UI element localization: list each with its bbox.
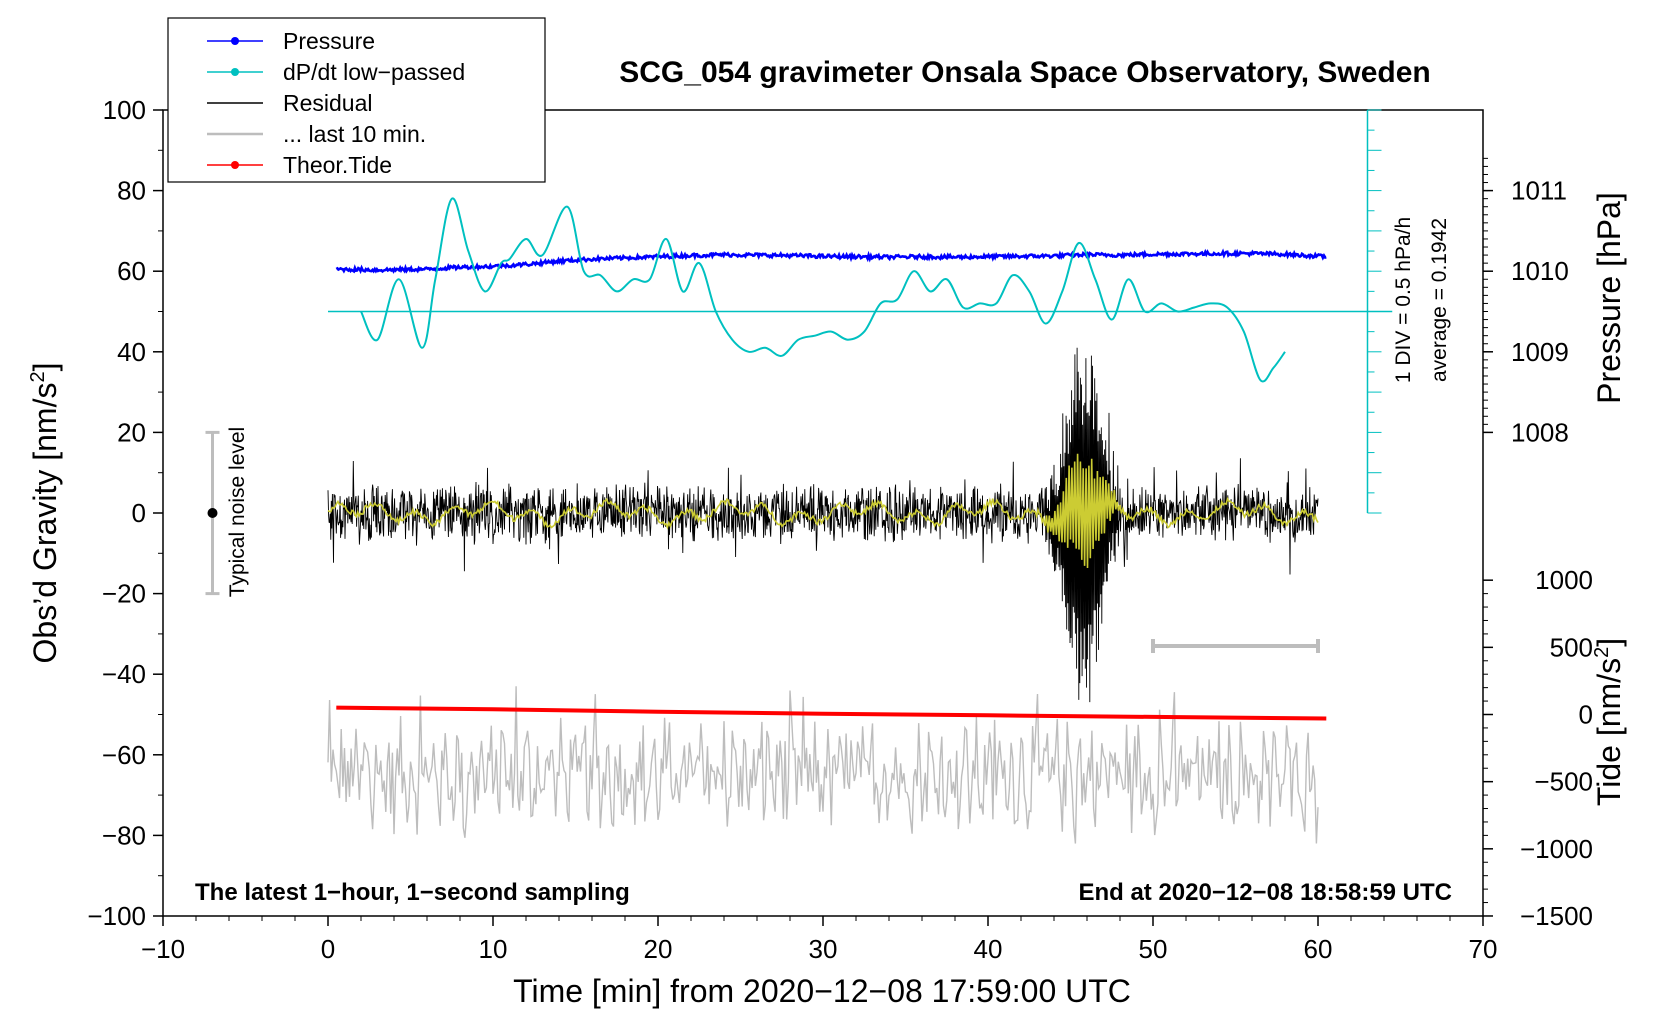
x-tick-label: 0 [321, 934, 335, 964]
legend-label: Residual [283, 90, 373, 116]
y-tick-label: −100 [87, 901, 146, 931]
y-axis-label-gravity-sup: 2 [27, 371, 49, 382]
y-axis-label-pressure: Pressure [hPa] [1591, 192, 1627, 404]
y-axis-label-tide-text: Tide [nm/s [1591, 658, 1627, 806]
y-axis-label-gravity-text: Obs’d Gravity [nm/s [27, 383, 63, 664]
y-axis-label-gravity: Obs’d Gravity [nm/s2] [27, 363, 63, 664]
x-tick-label: 40 [974, 934, 1003, 964]
y-axis-label-tide: Tide [nm/s2] [1591, 638, 1627, 806]
tide-tick-label: −1000 [1520, 834, 1593, 864]
noise-level-dot [207, 508, 218, 518]
y-tick-label: 60 [117, 256, 146, 286]
legend-entries: Pressure dP/dt low−passed Residual ... last… [207, 28, 465, 178]
x-axis-label: Time [min] from 2020−12−08 17:59:00 UTC [513, 973, 1131, 1009]
y-tick-label: −40 [102, 659, 146, 689]
data-series [327, 197, 1327, 844]
legend: Pressure dP/dt low−passed Residual ... last… [167, 17, 546, 183]
legend-box [167, 17, 546, 183]
x-tick-label: 20 [644, 934, 673, 964]
tide-tick-label: −500 [1534, 767, 1593, 797]
x-tick-label: 70 [1469, 934, 1498, 964]
x-tick-label: −10 [141, 934, 185, 964]
tide-tick-label: 500 [1550, 632, 1593, 662]
x-tick-label: 60 [1304, 934, 1333, 964]
tide-tick-label: 0 [1579, 700, 1593, 730]
series-residual-smoothed-line [327, 453, 1319, 569]
series-tide-line [336, 705, 1327, 721]
y-tick-label: 20 [117, 417, 146, 447]
x-tick-label: 50 [1139, 934, 1168, 964]
axis-ticks: −10 0 10 20 30 40 50 60 70−100−80−60−40−20020406… [87, 95, 1593, 964]
series-last10-line [327, 686, 1319, 844]
annotation-marks [205, 109, 1393, 653]
legend-marker [231, 161, 239, 169]
legend-marker [231, 68, 239, 76]
series-residual-line [327, 347, 1319, 703]
legend-label: Theor.Tide [283, 152, 392, 178]
annotation-sampling: The latest 1−hour, 1−second sampling [195, 879, 630, 906]
pressure-tick-label: 1011 [1511, 176, 1567, 206]
y-axis-label-tide-end: ] [1591, 638, 1627, 647]
tide-tick-label: 1000 [1535, 565, 1593, 595]
y-tick-label: 40 [117, 337, 146, 367]
x-tick-label: 10 [479, 934, 508, 964]
y-axis-label-gravity-end: ] [27, 363, 63, 372]
series-pressure-line [335, 248, 1327, 275]
legend-label: Pressure [283, 28, 375, 54]
y-tick-label: −80 [102, 820, 146, 850]
pressure-tick-label: 1008 [1511, 417, 1569, 447]
annotation-end-time: End at 2020−12−08 18:58:59 UTC [1078, 879, 1452, 906]
y-tick-label: −60 [102, 740, 146, 770]
y-tick-label: 80 [117, 176, 146, 206]
y-tick-label: −20 [102, 579, 146, 609]
y-tick-label: 0 [132, 498, 146, 528]
noise-level-label: Typical noise level [226, 427, 249, 597]
legend-label: dP/dt low−passed [283, 59, 465, 85]
y-tick-label: 100 [103, 95, 146, 125]
x-tick-label: 30 [809, 934, 838, 964]
dpdt-average-label: average = 0.1942 [1428, 218, 1451, 382]
pressure-tick-label: 1010 [1511, 256, 1569, 286]
y-axis-label-tide-sup: 2 [1591, 647, 1613, 658]
pressure-tick-label: 1009 [1511, 337, 1569, 367]
series-dpdt-line [360, 197, 1286, 383]
tide-tick-label: −1500 [1520, 901, 1593, 931]
dpdt-div-label: 1 DIV = 0.5 hPa/h [1392, 217, 1415, 383]
chart-title: SCG_054 gravimeter Onsala Space Observat… [619, 56, 1431, 89]
legend-marker [231, 37, 239, 45]
legend-label: ... last 10 min. [283, 121, 426, 147]
